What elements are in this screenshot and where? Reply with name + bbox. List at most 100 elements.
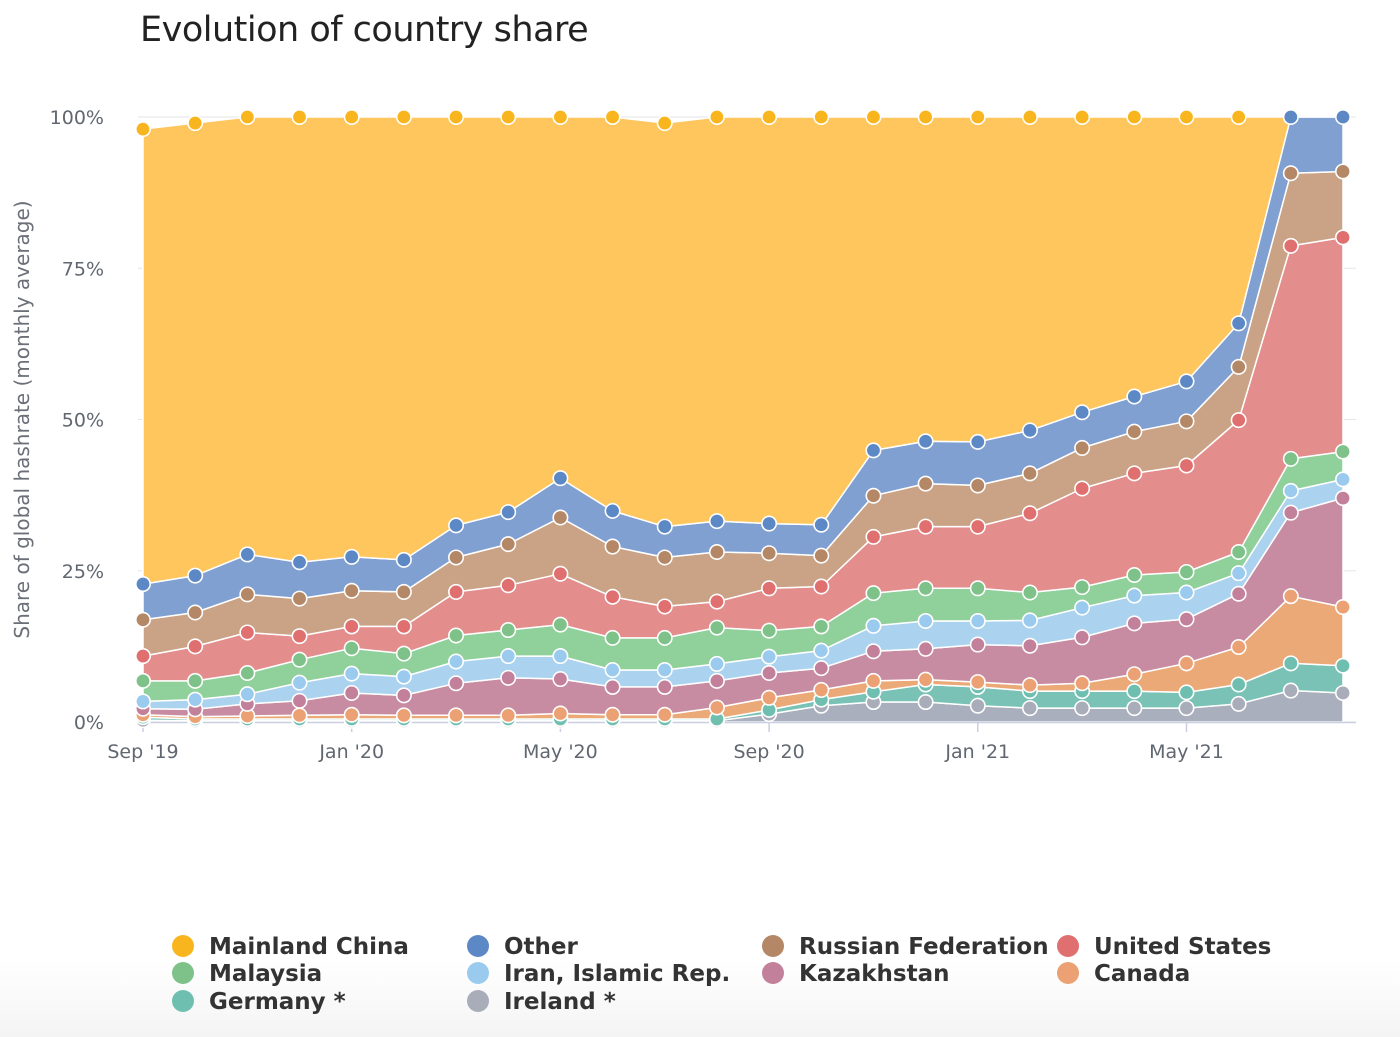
point-mainland-china — [448, 109, 465, 126]
x-tick-label: Jan '20 — [318, 741, 384, 763]
point-canada — [448, 707, 465, 724]
legend-label-united-states: United States — [1094, 934, 1271, 960]
y-tick-label: 50% — [62, 410, 104, 432]
legend-label-mainland-china: Mainland China — [209, 934, 409, 960]
point-mainland-china — [656, 115, 673, 132]
point-other — [656, 518, 673, 535]
point-kazakhstan — [1126, 615, 1143, 632]
point-kazakhstan — [865, 643, 882, 660]
point-iran-islamic-rep — [1178, 584, 1195, 601]
point-canada — [291, 707, 308, 724]
point-iran-islamic-rep — [1021, 612, 1038, 629]
point-russian-federation — [500, 536, 517, 553]
point-malaysia — [604, 629, 621, 646]
point-canada — [969, 674, 986, 691]
point-united-states — [1074, 480, 1091, 497]
point-mainland-china — [1074, 109, 1091, 126]
legend-label-iran-islamic-rep: Iran, Islamic Rep. — [504, 961, 730, 987]
point-iran-islamic-rep — [865, 617, 882, 634]
point-mainland-china — [343, 109, 360, 126]
point-russian-federation — [1074, 439, 1091, 456]
legend-marker-malaysia — [172, 962, 194, 984]
point-kazakhstan — [1178, 611, 1195, 628]
point-mainland-china — [187, 115, 204, 132]
y-axis-title: Share of global hashrate (monthly averag… — [10, 200, 34, 638]
point-mainland-china — [1230, 109, 1247, 126]
point-canada — [865, 672, 882, 689]
point-ireland — [1178, 700, 1195, 717]
point-united-states — [1230, 412, 1247, 429]
point-malaysia — [187, 672, 204, 689]
point-united-states — [761, 580, 778, 597]
point-canada — [1230, 638, 1247, 655]
point-malaysia — [865, 585, 882, 602]
legend-label-other: Other — [504, 934, 579, 960]
point-iran-islamic-rep — [395, 668, 412, 685]
point-ireland — [1021, 700, 1038, 717]
x-tick-label: Jan '21 — [944, 741, 1010, 763]
point-germany — [1335, 657, 1352, 674]
point-canada — [917, 671, 934, 688]
point-mainland-china — [135, 121, 152, 138]
point-ireland — [1335, 684, 1352, 701]
point-malaysia — [1230, 543, 1247, 560]
point-other — [395, 551, 412, 568]
point-kazakhstan — [604, 678, 621, 695]
point-mainland-china — [239, 109, 256, 126]
point-united-states — [656, 598, 673, 615]
point-malaysia — [1282, 450, 1299, 467]
point-united-states — [552, 565, 569, 582]
point-iran-islamic-rep — [1282, 482, 1299, 499]
point-other — [813, 516, 830, 533]
point-russian-federation — [552, 509, 569, 526]
point-malaysia — [813, 618, 830, 635]
point-kazakhstan — [1282, 504, 1299, 521]
point-kazakhstan — [500, 669, 517, 686]
x-tick-label: Sep '20 — [733, 741, 804, 763]
point-malaysia — [656, 629, 673, 646]
point-iran-islamic-rep — [656, 661, 673, 678]
point-iran-islamic-rep — [917, 612, 934, 629]
point-ireland — [1230, 695, 1247, 712]
point-russian-federation — [448, 549, 465, 566]
point-malaysia — [135, 672, 152, 689]
point-russian-federation — [291, 590, 308, 607]
point-russian-federation — [761, 545, 778, 562]
legend: Mainland China Other Russian Federation Uni… — [172, 934, 1271, 1015]
point-united-states — [291, 628, 308, 645]
point-canada — [1126, 666, 1143, 683]
point-kazakhstan — [1021, 637, 1038, 654]
point-kazakhstan — [761, 664, 778, 681]
point-other — [187, 567, 204, 584]
point-iran-islamic-rep — [187, 691, 204, 708]
point-other — [1335, 109, 1352, 126]
point-mainland-china — [500, 109, 517, 126]
point-kazakhstan — [395, 687, 412, 704]
legend-marker-ireland — [467, 990, 489, 1012]
legend-marker-russian-federation — [762, 935, 784, 957]
point-canada — [500, 707, 517, 724]
legend-marker-mainland-china — [172, 935, 194, 957]
point-canada — [1074, 675, 1091, 692]
point-canada — [1178, 655, 1195, 672]
legend-marker-germany — [172, 990, 194, 1012]
point-iran-islamic-rep — [1074, 599, 1091, 616]
point-other — [448, 517, 465, 534]
point-russian-federation — [1282, 165, 1299, 182]
legend-marker-united-states — [1057, 935, 1079, 957]
point-iran-islamic-rep — [969, 612, 986, 629]
point-iran-islamic-rep — [239, 686, 256, 703]
point-germany — [1126, 683, 1143, 700]
point-mainland-china — [1178, 109, 1195, 126]
point-russian-federation — [1021, 465, 1038, 482]
point-russian-federation — [187, 604, 204, 621]
point-ireland — [1282, 682, 1299, 699]
point-kazakhstan — [656, 678, 673, 695]
point-united-states — [1021, 505, 1038, 522]
legend-label-kazakhstan: Kazakhstan — [799, 961, 950, 987]
point-malaysia — [552, 616, 569, 633]
point-other — [1021, 422, 1038, 439]
point-other — [969, 433, 986, 450]
point-other — [1178, 373, 1195, 390]
point-russian-federation — [604, 538, 621, 555]
